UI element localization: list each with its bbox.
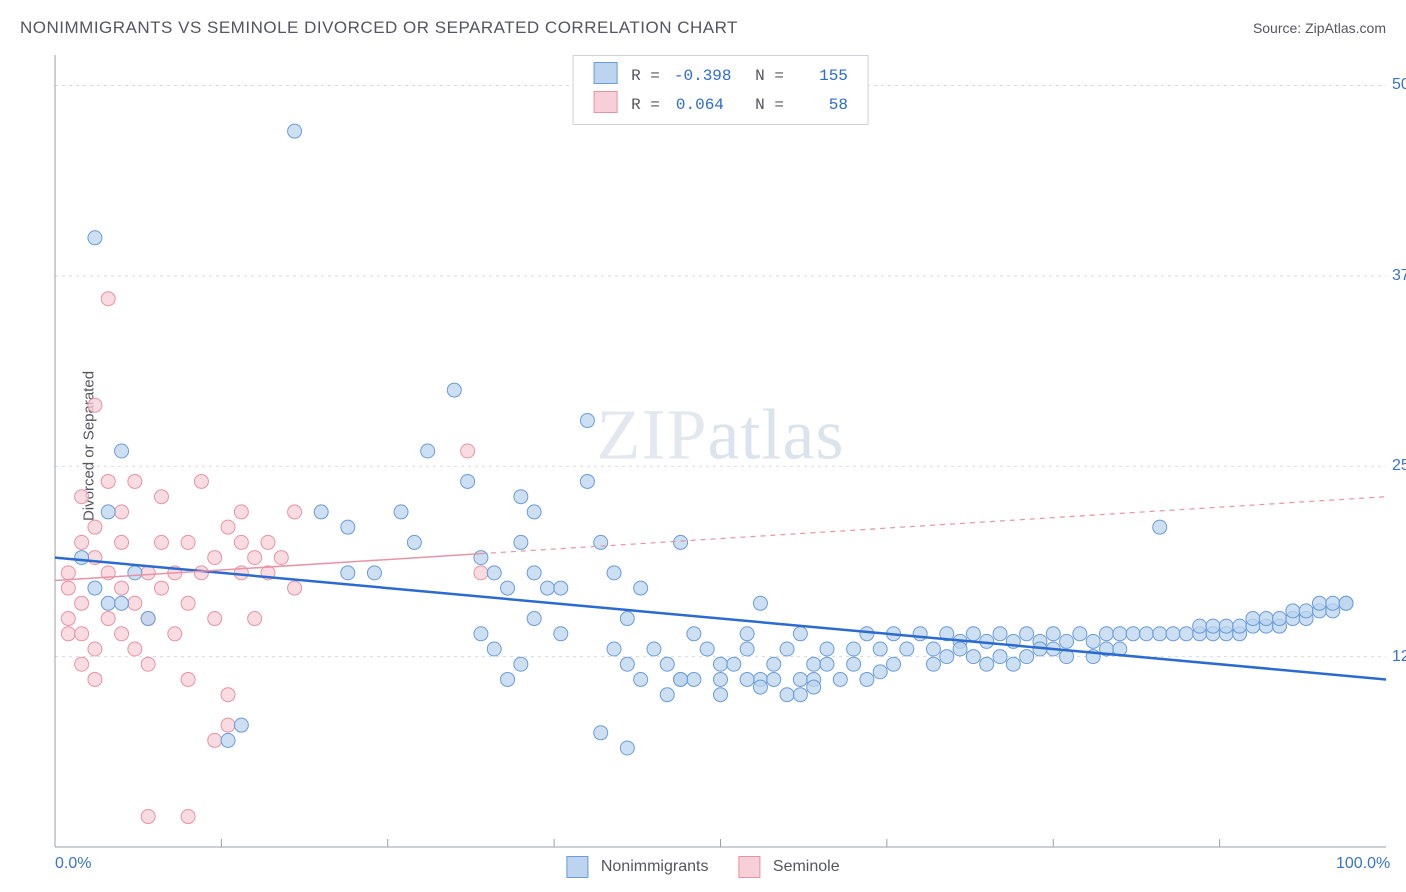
legend-item-seminole: Seminole [738, 856, 839, 878]
header: NONIMMIGRANTS VS SEMINOLE DIVORCED OR SE… [20, 18, 1386, 38]
stats-legend-box: R =-0.398 N =155 R =0.064 N =58 [572, 55, 869, 125]
x-tick-label: 0.0% [55, 855, 91, 873]
legend-swatch-icon [566, 856, 588, 878]
legend-item-nonimmigrants: Nonimmigrants [566, 856, 708, 878]
plot-area: ZIPatlas R =-0.398 N =155 R =0.064 N =58… [55, 55, 1386, 847]
stats-row-nonimmigrants: R =-0.398 N =155 [587, 62, 854, 89]
chart-title: NONIMMIGRANTS VS SEMINOLE DIVORCED OR SE… [20, 18, 738, 38]
y-tick-label: 25.0% [1386, 457, 1406, 475]
y-tick-label: 37.5% [1386, 267, 1406, 285]
x-tick-label: 100.0% [1336, 855, 1390, 873]
y-tick-label: 50.0% [1386, 76, 1406, 94]
y-tick-label: 12.5% [1386, 648, 1406, 666]
scatter-chart [55, 55, 1386, 847]
legend-swatch-icon [738, 856, 760, 878]
bottom-legend: Nonimmigrants Seminole [566, 856, 839, 878]
chart-source: Source: ZipAtlas.com [1253, 20, 1386, 36]
stats-row-seminole: R =0.064 N =58 [587, 91, 854, 118]
